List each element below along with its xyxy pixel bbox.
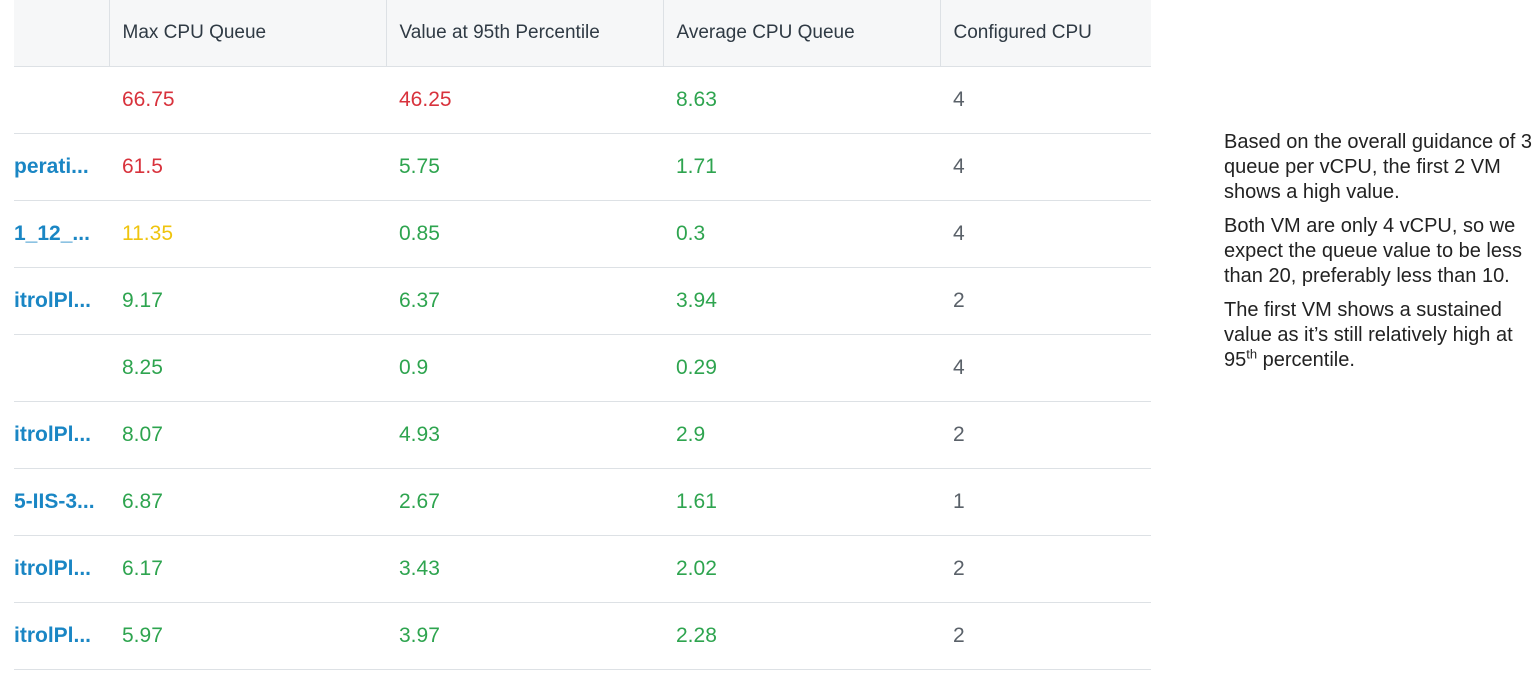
configured-cpu-cell: 4	[940, 200, 1151, 268]
configured-cpu-cell: 1	[940, 468, 1151, 536]
table-header-row: Max CPU Queue Value at 95th Percentile A…	[14, 0, 1151, 67]
column-header-vm[interactable]	[14, 0, 109, 67]
column-header-95th-percentile[interactable]: Value at 95th Percentile	[385, 0, 663, 67]
column-header-max-cpu-queue[interactable]: Max CPU Queue	[108, 0, 386, 67]
average-cpu-queue-cell: 0.3	[663, 200, 940, 268]
max-cpu-queue-cell: 6.87	[109, 468, 386, 536]
configured-cpu-cell: 4	[940, 133, 1151, 201]
p95-value-cell: 2.67	[386, 468, 663, 536]
average-cpu-queue-cell: 3.94	[663, 267, 940, 335]
p95-value-cell: 0.9	[386, 334, 663, 402]
average-cpu-queue-cell: 8.63	[663, 66, 940, 134]
column-header-average-cpu-queue[interactable]: Average CPU Queue	[662, 0, 940, 67]
vm-name-link[interactable]: perati...	[14, 133, 109, 201]
average-cpu-queue-cell: 1.71	[663, 133, 940, 201]
vm-name-link[interactable]: 5-IIS-3...	[14, 468, 109, 536]
max-cpu-queue-cell: 8.07	[109, 401, 386, 469]
table-row: 66.75 46.25 8.63 4	[14, 66, 1151, 134]
configured-cpu-cell: 2	[940, 602, 1151, 670]
p95-value-cell: 0.85	[386, 200, 663, 268]
p95-value-cell: 3.43	[386, 535, 663, 603]
max-cpu-queue-cell: 61.5	[109, 133, 386, 201]
vm-name-link[interactable]: itrolPl...	[14, 602, 109, 670]
vm-name-link[interactable]: itrolPl...	[14, 267, 109, 335]
p95-value-cell: 6.37	[386, 267, 663, 335]
note-paragraph-guidance: Based on the overall guidance of 3 queue…	[1224, 131, 1532, 203]
configured-cpu-cell: 2	[940, 267, 1151, 335]
table-row: itrolPl... 8.07 4.93 2.9 2	[14, 401, 1151, 469]
max-cpu-queue-cell: 9.17	[109, 267, 386, 335]
p95-value-cell: 3.97	[386, 602, 663, 670]
table-row: 5-IIS-3... 6.87 2.67 1.61 1	[14, 468, 1151, 536]
cpu-queue-table: Max CPU Queue Value at 95th Percentile A…	[14, 0, 1151, 670]
p95-value-cell: 5.75	[386, 133, 663, 201]
vm-name-link[interactable]: itrolPl...	[14, 535, 109, 603]
max-cpu-queue-cell: 11.35	[109, 200, 386, 268]
table-row: 8.25 0.9 0.29 4	[14, 334, 1151, 402]
configured-cpu-cell: 4	[940, 66, 1151, 134]
max-cpu-queue-cell: 66.75	[109, 66, 386, 134]
average-cpu-queue-cell: 2.28	[663, 602, 940, 670]
vm-name-link[interactable]	[14, 66, 109, 134]
table-row: itrolPl... 9.17 6.37 3.94 2	[14, 267, 1151, 335]
table-row: itrolPl... 5.97 3.97 2.28 2	[14, 602, 1151, 670]
average-cpu-queue-cell: 0.29	[663, 334, 940, 402]
max-cpu-queue-cell: 6.17	[109, 535, 386, 603]
note-paragraph-expectation: Both VM are only 4 vCPU, so we expect th…	[1224, 215, 1522, 287]
configured-cpu-cell: 2	[940, 535, 1151, 603]
max-cpu-queue-cell: 8.25	[109, 334, 386, 402]
p95-value-cell: 46.25	[386, 66, 663, 134]
table-row: perati... 61.5 5.75 1.71 4	[14, 133, 1151, 201]
average-cpu-queue-cell: 2.9	[663, 401, 940, 469]
column-header-configured-cpu[interactable]: Configured CPU	[939, 0, 1151, 67]
max-cpu-queue-cell: 5.97	[109, 602, 386, 670]
table-row: 1_12_... 11.35 0.85 0.3 4	[14, 200, 1151, 268]
vm-name-link[interactable]: 1_12_...	[14, 200, 109, 268]
p95-value-cell: 4.93	[386, 401, 663, 469]
vm-name-link[interactable]: itrolPl...	[14, 401, 109, 469]
vm-name-link[interactable]	[14, 334, 109, 402]
analysis-note: Based on the overall guidance of 3 queue…	[1224, 130, 1536, 382]
average-cpu-queue-cell: 2.02	[663, 535, 940, 603]
table-row: itrolPl... 6.17 3.43 2.02 2	[14, 535, 1151, 603]
average-cpu-queue-cell: 1.61	[663, 468, 940, 536]
note-paragraph-sustained: The first VM shows a sustained value as …	[1224, 299, 1513, 371]
configured-cpu-cell: 2	[940, 401, 1151, 469]
configured-cpu-cell: 4	[940, 334, 1151, 402]
